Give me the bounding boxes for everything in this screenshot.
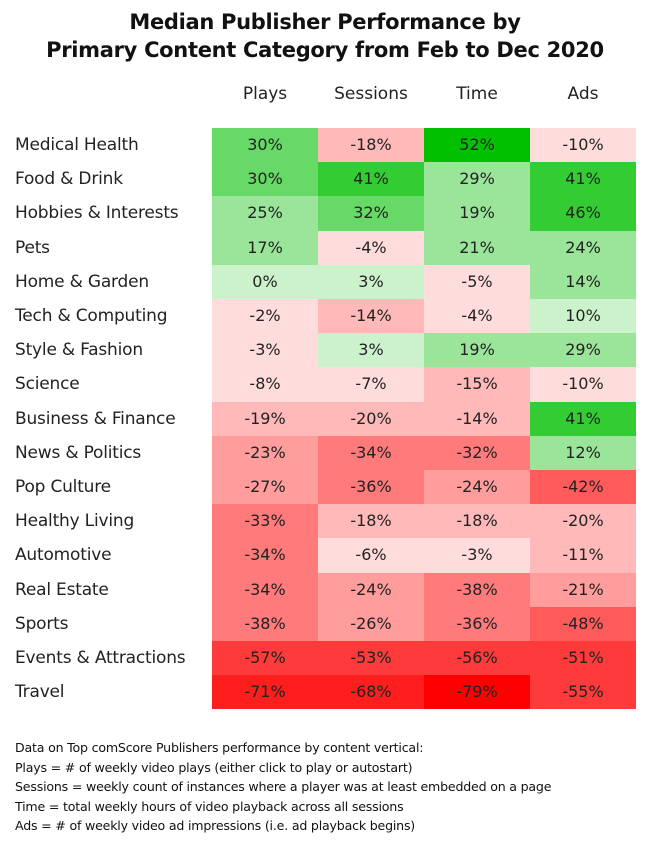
- heatmap-cell: -4%: [318, 230, 424, 265]
- footnote: Time = total weekly hours of video playb…: [15, 798, 404, 814]
- heatmap-cell: -6%: [318, 538, 424, 573]
- heatmap-cell: 3%: [318, 264, 424, 300]
- heatmap-cell: -71%: [212, 675, 318, 710]
- row-label: Healthy Living: [15, 511, 135, 532]
- heatmap-cell: -20%: [530, 504, 636, 539]
- heatmap-cell: 24%: [530, 230, 636, 265]
- heatmap-cell: -33%: [212, 504, 318, 539]
- footnote: Sessions = weekly count of instances whe…: [15, 779, 552, 794]
- row-label: Medical Health: [15, 135, 139, 155]
- heatmap-cell: -2%: [212, 299, 318, 334]
- heatmap-cell: -24%: [318, 572, 424, 607]
- heatmap-cell: -56%: [424, 641, 530, 676]
- column-header: Ads: [567, 84, 599, 104]
- heatmap-cell: 41%: [530, 162, 636, 197]
- heatmap-cell: 30%: [212, 162, 318, 197]
- heatmap-cell: -23%: [212, 435, 318, 471]
- heatmap-cell: -34%: [212, 572, 318, 607]
- heatmap-cell: 52%: [424, 128, 530, 163]
- heatmap-cell: -20%: [318, 401, 424, 436]
- footnote: Ads = # of weekly video ad impressions (…: [15, 818, 416, 833]
- heatmap-cell: 41%: [318, 162, 424, 197]
- chart-title: Median Publisher Performance by Primary …: [0, 8, 650, 64]
- heatmap-cell: -14%: [424, 401, 530, 436]
- heatmap-cell: -7%: [318, 367, 424, 402]
- heatmap-cell: 29%: [530, 333, 636, 368]
- heatmap-cell: 19%: [424, 333, 530, 368]
- heatmap-cell: -5%: [424, 264, 530, 300]
- column-header: Sessions: [334, 84, 408, 104]
- row-label: Sports: [15, 613, 69, 634]
- row-label: Events & Attractions: [15, 648, 186, 668]
- heatmap-cell: -36%: [424, 606, 530, 642]
- heatmap-cell: -55%: [530, 675, 636, 710]
- heatmap-cell: -4%: [424, 299, 530, 334]
- heatmap-cell: 30%: [212, 128, 318, 163]
- column-header: Plays: [242, 84, 288, 104]
- heatmap-cell: -3%: [212, 333, 318, 368]
- heatmap-cell: -14%: [318, 299, 424, 334]
- heatmap-cell: -36%: [318, 470, 424, 505]
- heatmap-cell: -24%: [424, 470, 530, 505]
- row-label: Automotive: [15, 545, 112, 566]
- heatmap-cell: -53%: [318, 641, 424, 676]
- heatmap-cell: -32%: [424, 435, 530, 471]
- heatmap-cell: -38%: [424, 572, 530, 607]
- heatmap-cell: 0%: [212, 264, 318, 300]
- row-label: Style & Fashion: [15, 340, 143, 361]
- heatmap-cell: 25%: [212, 196, 318, 231]
- footnote: Data on Top comScore Publishers performa…: [15, 740, 424, 755]
- heatmap-cell: -48%: [530, 606, 636, 642]
- heatmap-cell: 41%: [530, 401, 636, 436]
- heatmap-cell: 14%: [530, 264, 636, 300]
- heatmap-cell: -10%: [530, 367, 636, 402]
- row-label: Tech & Computing: [15, 306, 168, 326]
- row-label: Science: [15, 374, 80, 395]
- heatmap-cell: 17%: [212, 230, 318, 265]
- heatmap-cell: 19%: [424, 196, 530, 231]
- heatmap-cell: -18%: [318, 504, 424, 539]
- heatmap-cell: -51%: [530, 641, 636, 676]
- heatmap-cell: 46%: [530, 196, 636, 231]
- heatmap-cell: -19%: [212, 401, 318, 436]
- heatmap-cell: 12%: [530, 435, 636, 471]
- heatmap-cell: 3%: [318, 333, 424, 368]
- row-label: Hobbies & Interests: [15, 203, 179, 224]
- row-label: Pop Culture: [15, 477, 111, 497]
- heatmap-cell: -34%: [212, 538, 318, 573]
- row-label: News & Politics: [15, 442, 142, 463]
- row-label: Travel: [15, 682, 65, 703]
- row-label: Business & Finance: [15, 408, 176, 429]
- heatmap-cell: -15%: [424, 367, 530, 402]
- heatmap-cell: 29%: [424, 162, 530, 197]
- column-header: Time: [456, 84, 498, 104]
- heatmap-cell: -10%: [530, 128, 636, 163]
- heatmap-cell: -34%: [318, 435, 424, 471]
- row-label: Pets: [15, 237, 50, 258]
- heatmap-cell: -18%: [424, 504, 530, 539]
- heatmap-cell: -3%: [424, 538, 530, 573]
- title-line-2: Primary Content Category from Feb to Dec…: [46, 38, 604, 62]
- title-line-1: Median Publisher Performance by: [129, 10, 521, 34]
- heatmap-cell: -26%: [318, 606, 424, 642]
- heatmap-cell: -68%: [318, 675, 424, 710]
- heatmap-cell: -57%: [212, 641, 318, 676]
- heatmap-cell: 32%: [318, 196, 424, 231]
- heatmap-cell: 10%: [530, 299, 636, 334]
- heatmap-cell: -79%: [424, 675, 530, 710]
- row-label: Home & Garden: [15, 271, 149, 292]
- heatmap-cell: -27%: [212, 470, 318, 505]
- footnote: Plays = # of weekly video plays (either …: [15, 759, 413, 775]
- heatmap-cell: 21%: [424, 230, 530, 265]
- heatmap-cell: -11%: [530, 538, 636, 573]
- footnotes: Data on Top comScore Publishers performa…: [15, 738, 551, 836]
- heatmap-cell: -21%: [530, 572, 636, 607]
- row-label: Real Estate: [15, 579, 109, 600]
- heatmap-cell: -8%: [212, 367, 318, 402]
- heatmap-cell: -38%: [212, 606, 318, 642]
- heatmap-cell: -18%: [318, 128, 424, 163]
- heatmap-cell: -42%: [530, 470, 636, 505]
- row-label: Food & Drink: [15, 169, 123, 190]
